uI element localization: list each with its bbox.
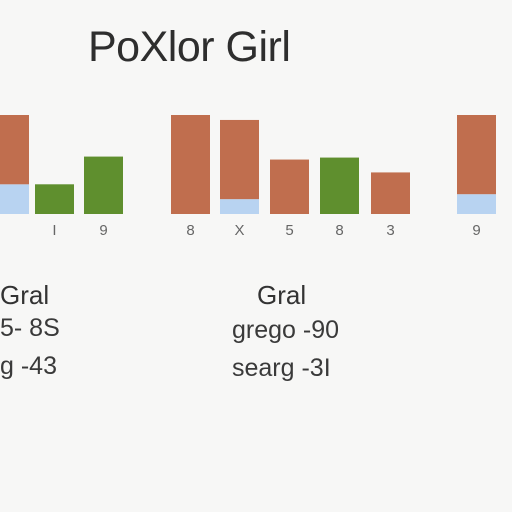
- legend-right-title: Gral: [257, 280, 307, 310]
- legend-left-title: Gral: [0, 280, 50, 310]
- bar-segment: [270, 159, 309, 214]
- x-tick-label: I: [52, 222, 56, 239]
- bar-segment: [457, 115, 496, 195]
- bar-segment: [220, 119, 259, 200]
- chart-title: PoXlor Girl: [88, 23, 291, 71]
- bar-segment: [457, 194, 496, 214]
- bar-segment: [0, 115, 29, 185]
- bar-segment: [84, 156, 123, 214]
- bar-segment: [371, 172, 410, 214]
- legend-left-row: g -43: [0, 352, 57, 380]
- bar-segment: [220, 199, 259, 214]
- bar-segment: [0, 184, 29, 214]
- x-tick-label: 8: [186, 222, 194, 239]
- x-tick-label: 8: [335, 222, 343, 239]
- x-tick-label: 5: [285, 222, 293, 239]
- x-tick-label: 9: [472, 222, 480, 239]
- bar-segment: [35, 184, 74, 214]
- legend-right-row: searg -3I: [232, 354, 331, 382]
- x-tick-label: X: [234, 222, 244, 239]
- bar-segment: [171, 115, 210, 214]
- legend-right-row: grego -90: [232, 316, 340, 344]
- bar-segment: [320, 157, 359, 214]
- x-tick-label: 9: [99, 222, 107, 239]
- legend-left-row: 5- 8S: [0, 314, 60, 342]
- x-tick-label: 3: [386, 222, 394, 239]
